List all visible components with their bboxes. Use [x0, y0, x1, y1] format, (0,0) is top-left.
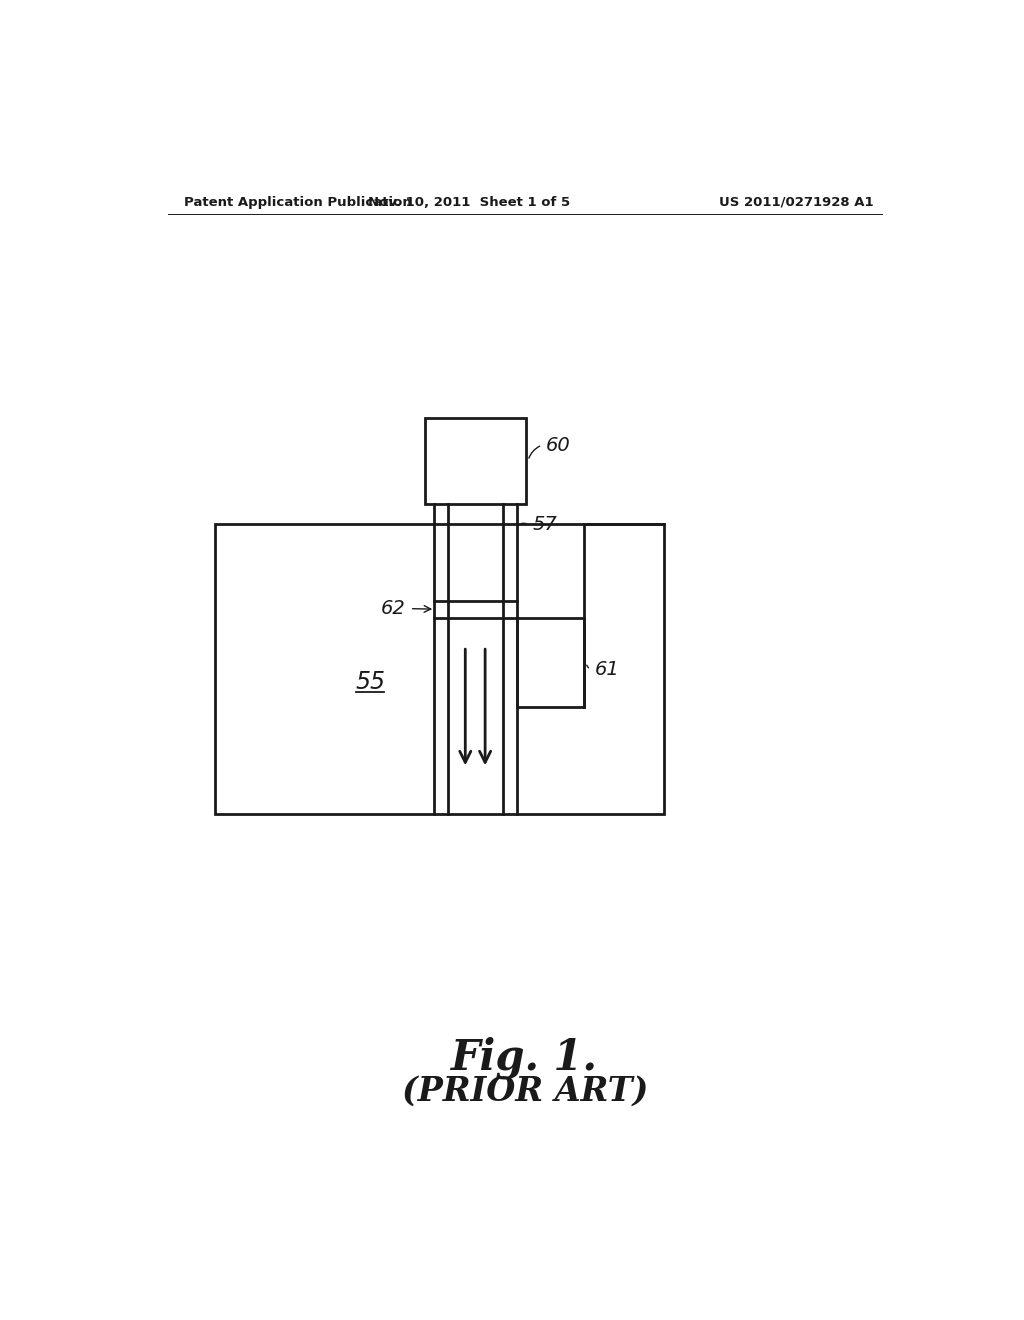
Text: 55: 55: [355, 669, 385, 694]
Bar: [425, 417, 525, 504]
Text: (PRIOR ART): (PRIOR ART): [401, 1074, 648, 1107]
Text: 60: 60: [546, 436, 571, 454]
Text: Fig. 1.: Fig. 1.: [452, 1036, 598, 1080]
Bar: [517, 618, 585, 708]
Text: Patent Application Publication: Patent Application Publication: [183, 195, 412, 209]
Bar: [215, 524, 664, 814]
Text: Nov. 10, 2011  Sheet 1 of 5: Nov. 10, 2011 Sheet 1 of 5: [369, 195, 570, 209]
Text: US 2011/0271928 A1: US 2011/0271928 A1: [719, 195, 873, 209]
Text: 61: 61: [595, 660, 620, 680]
Text: 62: 62: [381, 599, 406, 618]
Text: 57: 57: [532, 515, 557, 533]
